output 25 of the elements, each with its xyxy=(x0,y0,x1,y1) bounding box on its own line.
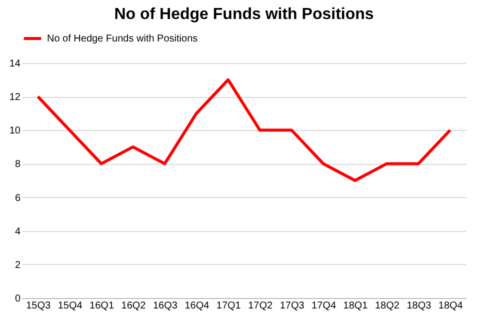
x-tick-label: 17Q1 xyxy=(216,300,242,312)
legend-label: No of Hedge Funds with Positions xyxy=(47,34,198,44)
y-tick-label: 0 xyxy=(14,294,21,304)
y-tick-label: 14 xyxy=(9,58,21,70)
y-tick-label: 8 xyxy=(14,159,21,170)
x-tick-label: 17Q4 xyxy=(312,300,336,312)
x-tick-label: 15Q4 xyxy=(58,300,83,312)
x-tick-label: 17Q2 xyxy=(248,300,274,312)
x-tick-label: 16Q1 xyxy=(90,300,114,312)
y-tick-label: 6 xyxy=(14,192,21,204)
x-tick-label: 16Q3 xyxy=(152,300,178,312)
x-tick-label: 18Q4 xyxy=(438,300,464,312)
line-series xyxy=(36,78,452,182)
y-tick-label: 2 xyxy=(14,260,21,271)
y-tick-label: 12 xyxy=(9,92,21,104)
y-tick-label: 4 xyxy=(14,226,21,238)
x-tick-label: 16Q4 xyxy=(184,300,210,312)
chart-title: No of Hedge Funds with Positions xyxy=(114,6,374,23)
x-tick-label: 18Q2 xyxy=(374,300,400,312)
y-tick-label: 10 xyxy=(9,126,21,137)
x-tick-label: 18Q1 xyxy=(343,300,368,312)
x-tick-label: 17Q3 xyxy=(280,300,305,312)
x-tick-label: 15Q3 xyxy=(26,300,52,312)
x-tick-label: 16Q2 xyxy=(121,300,146,312)
x-tick-label: 18Q3 xyxy=(406,300,432,312)
